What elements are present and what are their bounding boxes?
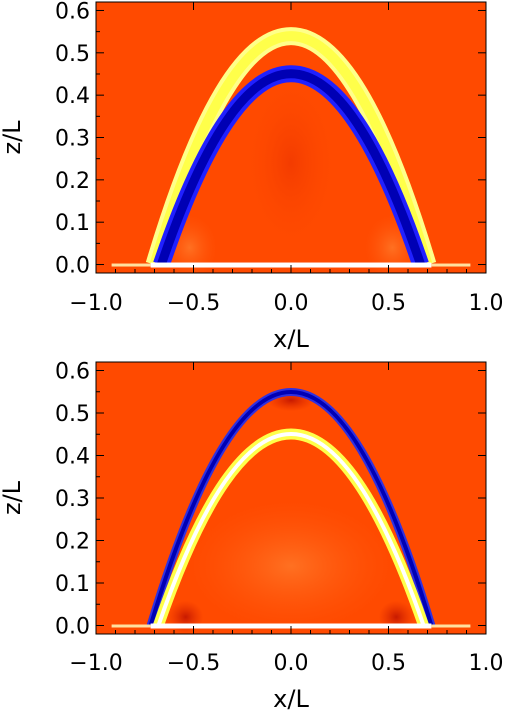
y-tick-label: 0.6 (55, 360, 90, 385)
y-tick-label: 0.2 (55, 530, 90, 555)
boundary-strip-left (111, 263, 151, 267)
y-tick-label: 0.5 (55, 42, 90, 67)
interior-glow (244, 67, 338, 242)
inner-blue-band-core (157, 69, 425, 266)
boundary-strip-left (111, 624, 151, 628)
y-axis-bottom: 0.0 0.1 0.2 0.3 0.4 0.5 0.6 (55, 360, 486, 640)
y-tick-label: 0.3 (55, 487, 90, 512)
outer-blue-band-core (148, 389, 434, 627)
x-tick-label: −0.5 (167, 651, 220, 676)
x-tick-label: 1.0 (469, 651, 504, 676)
x-axis-label-bottom: x/L (273, 685, 309, 713)
y-axis-label-top: z/L (0, 120, 26, 155)
x-tick-label: 0.0 (274, 651, 309, 676)
y-tick-label: 0.6 (55, 0, 90, 24)
heatmap-top (96, 2, 486, 273)
heatmap-bottom (96, 362, 486, 634)
y-tick-label: 0.1 (55, 572, 90, 597)
y-tick-label: 0.4 (55, 445, 90, 470)
y-tick-label: 0.2 (55, 169, 90, 194)
y-tick-label: 0.4 (55, 84, 90, 109)
y-tick-label: 0.0 (55, 254, 90, 279)
x-axis-bottom: −1.0 −0.5 0.0 0.5 1.0 (69, 362, 504, 676)
panel-bottom: 0.00.10.20.30.40.50.6 −1.0 −0.5 0.0 0.5 1.0 … (0, 360, 504, 714)
x-axis-top: −1.0 −0.5 0.0 0.5 1.0 (69, 2, 504, 316)
x-tick-label: 0.5 (371, 651, 406, 676)
x-axis-label-top: x/L (273, 325, 309, 353)
x-tick-label: 1.0 (469, 291, 504, 316)
y-tick-label: 0.1 (55, 211, 90, 236)
x-tick-label: −1.0 (69, 291, 122, 316)
interior-glow (189, 500, 393, 632)
y-tick-label: 0.5 (55, 402, 90, 427)
boundary-strip-right (431, 624, 471, 628)
y-axis-top: 0.0 0.1 0.2 0.3 0.4 0.5 0.6 (55, 0, 486, 279)
y-tick-label: 0.3 (55, 127, 90, 152)
y-tick-label: 0.0 (55, 615, 90, 640)
boundary-strip-right (431, 263, 471, 267)
inner-bright-band-core (156, 432, 426, 627)
x-tick-label: 0.0 (274, 291, 309, 316)
panel-top: 0.00.10.20.30.40.50.6 −1.0 −0.5 0.0 0.5 1.0 … (0, 0, 504, 353)
x-tick-label: 0.5 (371, 291, 406, 316)
x-tick-label: −1.0 (69, 651, 122, 676)
x-tick-label: −0.5 (167, 291, 220, 316)
y-axis-label-bottom: z/L (0, 480, 26, 515)
outer-bright-band (149, 31, 433, 266)
